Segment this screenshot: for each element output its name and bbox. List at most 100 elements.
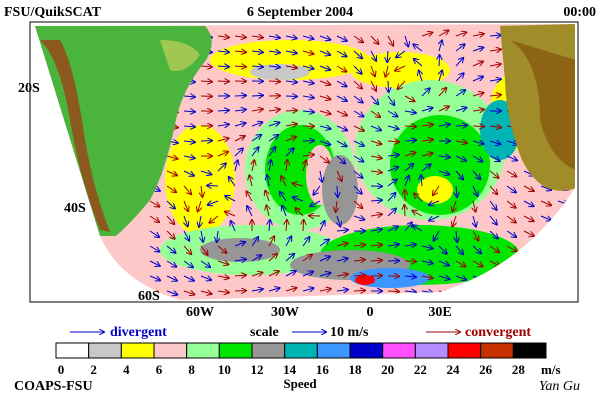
wind-arrow: [472, 109, 484, 111]
wind-arrow: [149, 200, 159, 207]
wind-arrow: [353, 170, 363, 178]
wind-arrow: [217, 230, 218, 242]
wind-arrow: [455, 260, 466, 266]
wind-arrow: [319, 51, 330, 55]
wind-arrow: [183, 275, 194, 281]
wind-arrow: [489, 185, 497, 194]
wind-arrow: [319, 221, 325, 232]
wind-arrow: [252, 160, 254, 172]
wind-arrow: [353, 95, 363, 103]
wind-arrow: [421, 108, 432, 111]
wind-arrow: [438, 245, 447, 254]
wind-arrow: [200, 276, 211, 280]
wind-arrow: [404, 111, 416, 113]
wind-arrow: [336, 258, 348, 261]
colorbar-tick: 14: [283, 362, 297, 377]
wind-arrow: [285, 81, 297, 82]
wind-arrow: [387, 193, 395, 202]
wind-arrow: [285, 110, 297, 111]
wind-arrow: [353, 80, 362, 89]
wind-arrow: [421, 153, 433, 156]
wind-arrow: [353, 140, 364, 146]
wind-arrow: [336, 80, 347, 86]
wind-arrow: [310, 200, 321, 206]
wind-arrow: [404, 153, 415, 156]
wind-arrow: [201, 185, 202, 197]
wind-arrow: [472, 126, 484, 127]
wind-arrow: [265, 191, 269, 202]
colorbar-tick: 18: [349, 362, 363, 377]
wind-arrow: [302, 272, 313, 277]
wind-arrow: [353, 260, 365, 261]
wind-arrow: [281, 176, 287, 187]
colorbar-tick: 28: [512, 362, 526, 377]
wind-arrow: [387, 226, 398, 232]
wind-arrow: [336, 65, 346, 72]
wind-arrow: [353, 245, 365, 246]
wind-arrow: [353, 200, 362, 208]
wind-arrow: [489, 170, 499, 178]
wind-arrow: [166, 230, 175, 239]
wind-arrow: [387, 208, 396, 217]
wind-arrow: [337, 185, 338, 197]
wind-arrow: [247, 191, 253, 202]
colorbar-tick: 22: [414, 362, 427, 377]
wind-arrow: [371, 65, 375, 76]
wind-arrow: [166, 260, 176, 267]
wind-arrow: [489, 245, 499, 252]
wind-arrow: [473, 215, 476, 227]
wind-arrow: [166, 215, 174, 224]
wind-arrow: [285, 51, 297, 53]
wind-arrow: [200, 260, 210, 267]
wind-arrow: [523, 200, 534, 206]
colorbar-tick: 4: [123, 362, 130, 377]
wind-arrow: [268, 288, 280, 291]
wind-arrow: [387, 126, 399, 129]
wind-arrow: [251, 95, 263, 96]
colorbar-swatch: [414, 342, 449, 359]
africa-plateau: [510, 40, 575, 170]
wind-arrow: [404, 95, 415, 101]
wind-arrow: [336, 140, 347, 146]
wind-arrow: [183, 245, 191, 254]
colorbar-tick: 16: [316, 362, 330, 377]
wind-arrow: [336, 200, 337, 212]
wind-arrow: [387, 35, 393, 46]
wind-arrow: [199, 215, 201, 227]
wind-arrow: [319, 36, 330, 40]
wind-arrow: [336, 95, 347, 101]
wind-arrow: [336, 110, 347, 115]
wind-arrow: [217, 138, 229, 141]
wind-arrow: [149, 275, 160, 280]
wind-arrow: [455, 58, 463, 67]
wind-arrow: [472, 260, 483, 266]
wind-arrow: [166, 185, 176, 192]
colorbar-label: Speed: [283, 376, 317, 391]
wind-arrow: [319, 81, 330, 85]
wind-arrow: [234, 36, 246, 37]
wind-arrow: [183, 111, 195, 112]
wind-arrow: [472, 77, 483, 82]
wind-arrow: [280, 192, 287, 202]
wind-arrow: [540, 200, 551, 205]
wind-arrow: [149, 260, 160, 266]
wind-arrow: [268, 66, 280, 67]
wind-arrow: [251, 66, 263, 67]
wind-arrow: [438, 171, 449, 175]
wind-arrow: [540, 215, 551, 220]
colorbar-swatch: [251, 342, 286, 359]
colorbar-unit: m/s: [541, 362, 561, 377]
wind-arrow: [472, 155, 483, 162]
wind-arrow: [302, 96, 314, 98]
wind-arrow: [472, 170, 480, 179]
wind-arrow: [268, 236, 274, 247]
wind-arrow: [472, 61, 483, 67]
wind-arrow: [472, 93, 483, 96]
wind-arrow: [183, 141, 195, 142]
wind-arrow: [489, 79, 501, 81]
wind-arrow: [302, 111, 314, 112]
wind-arrow: [353, 125, 364, 131]
wind-arrow: [370, 35, 379, 44]
wind-arrow: [439, 70, 442, 82]
legend-scale-value: 10 m/s: [330, 325, 369, 340]
